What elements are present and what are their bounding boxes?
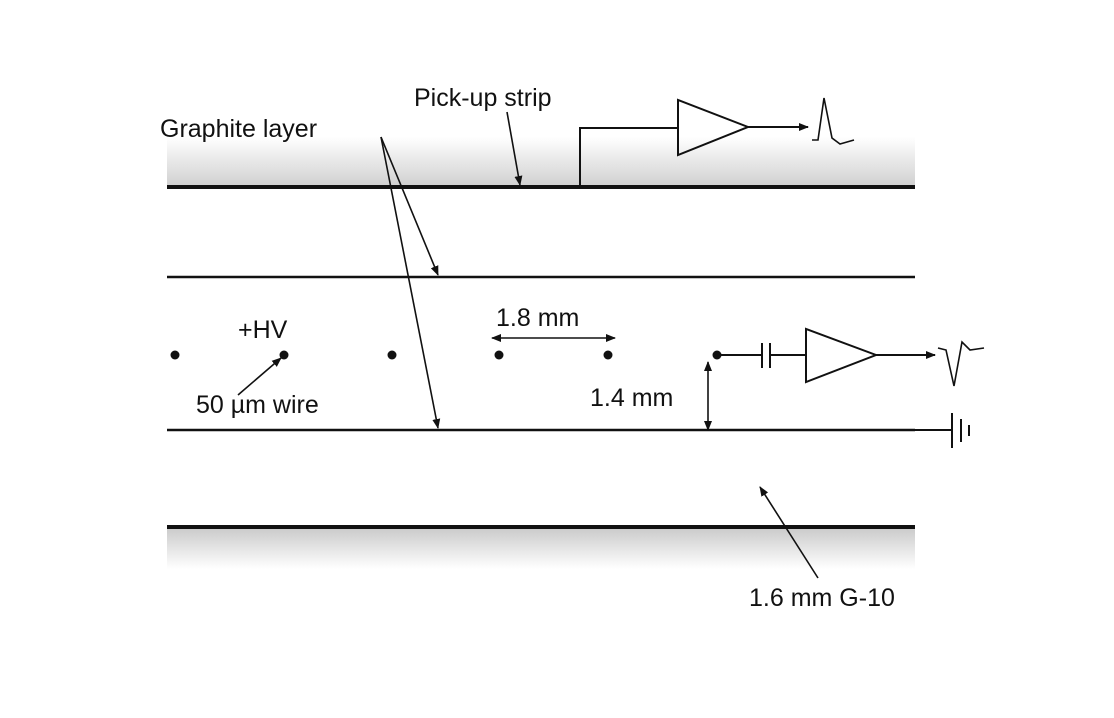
wire-dot [279, 350, 289, 360]
wire-dot [170, 350, 180, 360]
wire-dot [494, 350, 504, 360]
g10-label: 1.6 mm G-10 [749, 584, 895, 612]
wire-dot [603, 350, 613, 360]
ground-icon [915, 413, 970, 448]
pitch-label: 1.8 mm [496, 304, 579, 332]
wire-label: 50 µm wire [196, 391, 319, 419]
wire-dot [387, 350, 397, 360]
wire-arrow [237, 357, 282, 396]
strip-pulse-icon [812, 97, 855, 145]
strip-amplifier-icon [677, 98, 751, 157]
gap-label: 1.4 mm [590, 384, 673, 412]
bottom-g10-board [167, 527, 915, 569]
pickup-strip-label: Pick-up strip [414, 84, 552, 112]
top-g10-board [167, 137, 915, 187]
graphite-layer-label: Graphite layer [160, 115, 317, 143]
graphite-layer-arrows [380, 136, 441, 429]
anode-wires [170, 350, 722, 360]
pickup-strip-arrow [506, 111, 523, 186]
hv-label: +HV [238, 316, 288, 344]
wire-amplifier-icon [805, 327, 879, 384]
wire-pulse-icon [937, 340, 985, 387]
g10-arrow [759, 486, 819, 579]
wire-readout [717, 327, 985, 387]
strip-readout [579, 97, 855, 187]
